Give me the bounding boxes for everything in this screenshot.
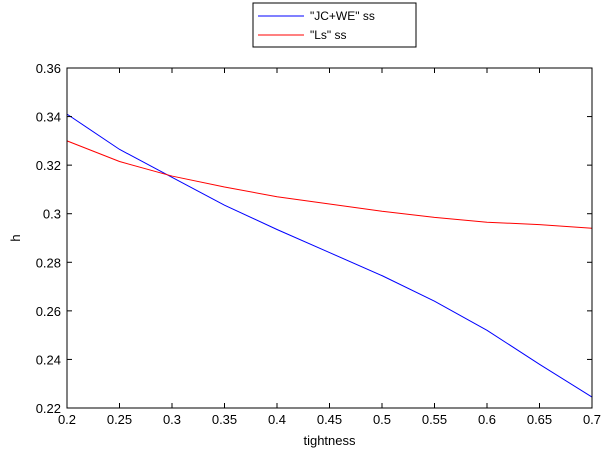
legend: "JC+WE" ss "Ls" ss [252,2,417,48]
x-tick-label-5: 0.45 [317,412,342,427]
x-tick-label-2: 0.3 [163,412,181,427]
y-tick-label-2: 0.26 [36,304,61,319]
x-axis-label: tightness [303,433,356,448]
y-tick-label-7: 0.36 [36,61,61,76]
x-tick-label-6: 0.5 [373,412,391,427]
legend-label-ls: "Ls" ss [310,28,347,42]
ticks-layer: 0.2 0.25 0.3 0.35 0.4 0.45 0.5 0.55 0.6 0.65 0.7 0.… [36,61,601,427]
x-tick-label-9: 0.65 [527,412,552,427]
legend-box [252,2,417,48]
x-tick-label-0: 0.2 [58,412,76,427]
y-tick-label-0: 0.22 [36,401,61,416]
y-tick-label-1: 0.24 [36,352,61,367]
y-axis-label: h [8,234,23,241]
series-layer [66,113,593,398]
x-tick-label-3: 0.35 [212,412,237,427]
x-tick-label-10: 0.7 [583,412,601,427]
y-tick-label-4: 0.3 [43,207,61,222]
x-tick-label-7: 0.55 [422,412,447,427]
y-tick-label-5: 0.32 [36,158,61,173]
x-tick-label-8: 0.6 [478,412,496,427]
series-line-1 [66,140,593,229]
series-line-0 [66,113,593,398]
legend-label-jc-we: "JC+WE" ss [310,9,375,23]
x-tick-label-4: 0.4 [268,412,286,427]
y-tick-label-6: 0.34 [36,110,61,125]
x-tick-label-1: 0.25 [107,412,132,427]
y-tick-label-3: 0.28 [36,255,61,270]
plot-area [67,68,592,408]
